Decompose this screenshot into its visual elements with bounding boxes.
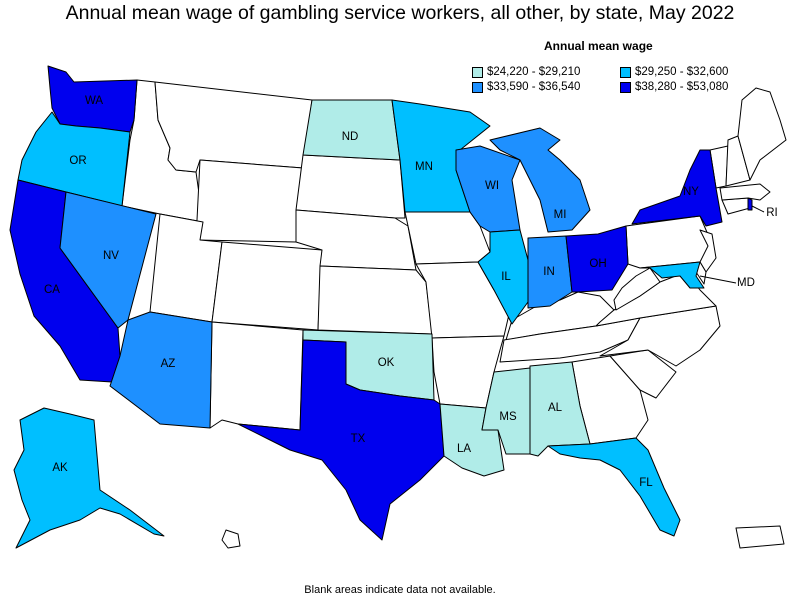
label-TX: TX <box>351 433 366 445</box>
label-NY: NY <box>683 186 699 198</box>
legend-swatch-bin-3 <box>472 81 483 93</box>
state-FL[interactable] <box>547 437 681 537</box>
label-CA: CA <box>44 284 60 296</box>
legend-title: Annual mean wage <box>544 39 653 53</box>
label-OK: OK <box>378 357 395 369</box>
map-title: Annual mean wage of gambling service wor… <box>65 2 735 24</box>
state-NM[interactable] <box>209 321 304 431</box>
state-RI[interactable] <box>747 197 753 211</box>
state-MI[interactable] <box>489 127 591 233</box>
blank-states <box>121 79 787 549</box>
label-RI: RI <box>766 207 778 219</box>
state-NV[interactable] <box>59 191 157 329</box>
state-AK[interactable] <box>13 407 165 549</box>
label-IL: IL <box>501 271 511 283</box>
label-LA: LA <box>457 443 471 455</box>
legend-range-bin-3: $33,590 - $36,540 <box>487 81 581 93</box>
label-IN: IN <box>543 266 555 278</box>
state-MD[interactable] <box>639 261 705 289</box>
label-FL: FL <box>639 477 653 489</box>
state-SD[interactable] <box>295 154 406 219</box>
legend-range-bin-1: $24,220 - $29,210 <box>487 66 581 78</box>
data-states <box>9 65 753 549</box>
state-CT[interactable] <box>721 197 751 215</box>
leader-line-RI <box>751 205 765 213</box>
label-MS: MS <box>499 411 517 423</box>
state-MT[interactable] <box>154 81 313 173</box>
label-OH: OH <box>589 258 606 270</box>
footnote: Blank areas indicate data not available. <box>304 584 496 596</box>
state-WV[interactable] <box>613 267 661 311</box>
legend-swatch-bin-2 <box>620 66 631 78</box>
state-PR[interactable] <box>735 525 785 549</box>
state-MA[interactable] <box>719 183 771 201</box>
state-OH[interactable] <box>565 225 629 293</box>
legend-item-bin-2: $29,250 - $32,600 <box>620 66 728 78</box>
label-AL: AL <box>548 402 563 414</box>
label-MI: MI <box>554 209 567 221</box>
legend-swatch-bin-4 <box>620 81 631 93</box>
state-PA[interactable] <box>625 215 713 269</box>
label-OR: OR <box>69 155 86 167</box>
state-WY[interactable] <box>195 159 304 243</box>
label-NV: NV <box>103 250 119 262</box>
label-AZ: AZ <box>161 358 176 370</box>
state-TX[interactable] <box>237 339 445 541</box>
leader-line-MD <box>699 275 737 284</box>
state-ME[interactable] <box>737 87 787 181</box>
state-CO[interactable] <box>211 241 323 331</box>
legend-range-bin-2: $29,250 - $32,600 <box>635 66 729 78</box>
state-ND[interactable] <box>302 99 401 161</box>
legend-item-bin-4: $38,280 - $53,080 <box>620 81 728 93</box>
leader-lines <box>699 205 765 284</box>
legend-range-bin-4: $38,280 - $53,080 <box>635 81 729 93</box>
label-WA: WA <box>85 95 103 107</box>
label-AK: AK <box>52 462 68 474</box>
label-MD: MD <box>737 277 755 289</box>
state-HI[interactable] <box>221 529 241 549</box>
state-KS[interactable] <box>317 265 433 335</box>
label-ND: ND <box>342 131 359 143</box>
state-NY[interactable] <box>631 149 723 227</box>
legend-item-bin-1: $24,220 - $29,210 <box>472 66 580 78</box>
label-MN: MN <box>415 161 433 173</box>
legend-item-bin-3: $33,590 - $36,540 <box>472 81 580 93</box>
state-labels: WA OR CA NV AZ ND MN WI MI IL IN OH NY R… <box>44 95 778 489</box>
state-AZ[interactable] <box>109 311 213 429</box>
label-WI: WI <box>485 180 499 192</box>
legend-swatch-bin-1 <box>472 66 483 78</box>
state-IL[interactable] <box>477 229 529 325</box>
